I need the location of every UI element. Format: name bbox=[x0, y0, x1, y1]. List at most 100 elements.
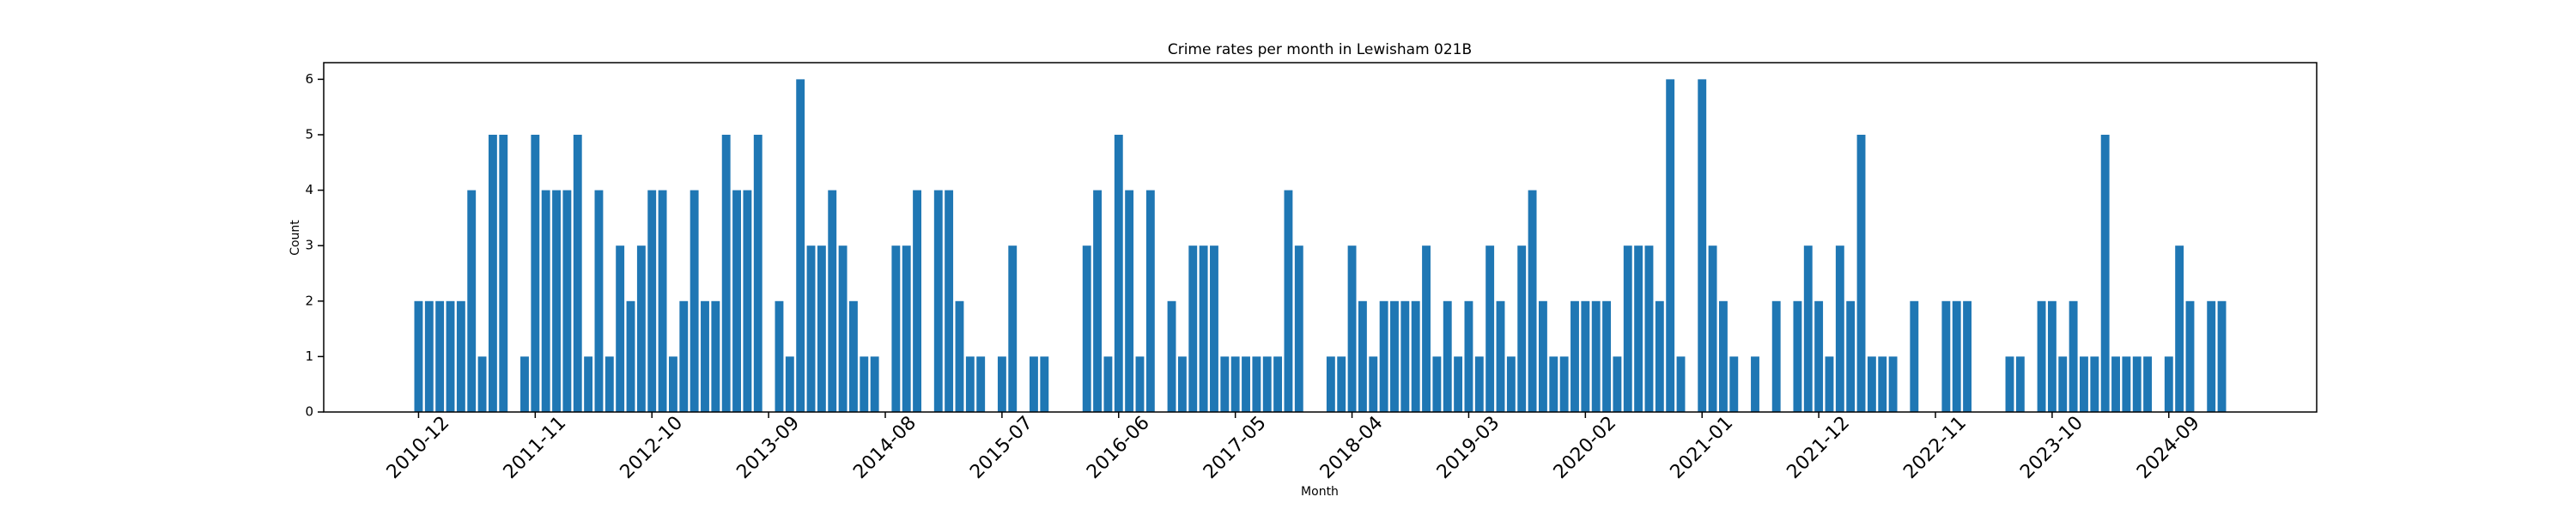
bar bbox=[1878, 356, 1887, 412]
bar bbox=[2090, 356, 2099, 412]
bar bbox=[1655, 300, 1664, 412]
bar bbox=[1242, 356, 1250, 412]
bar bbox=[573, 134, 582, 412]
bar bbox=[1708, 245, 1717, 412]
bar bbox=[2037, 300, 2046, 412]
bar bbox=[1422, 245, 1431, 412]
bar bbox=[1825, 356, 1834, 412]
x-tick-label: 2017-05 bbox=[1200, 412, 1271, 483]
bar bbox=[594, 190, 604, 413]
bar bbox=[1230, 356, 1240, 412]
bar bbox=[1803, 245, 1813, 412]
bar bbox=[690, 190, 699, 413]
bar bbox=[2185, 300, 2195, 412]
x-tick-label: 2013-09 bbox=[732, 412, 804, 483]
bar bbox=[424, 300, 434, 412]
x-tick-label: 2015-07 bbox=[966, 412, 1037, 483]
bar bbox=[1538, 300, 1547, 412]
bar bbox=[1506, 356, 1516, 412]
bar bbox=[1623, 245, 1632, 412]
y-tick-label: 0 bbox=[305, 404, 313, 420]
bar bbox=[1030, 356, 1038, 412]
bar bbox=[785, 356, 794, 412]
x-tick-label: 2023-10 bbox=[2016, 412, 2087, 483]
bar bbox=[1634, 245, 1643, 412]
bar bbox=[1252, 356, 1261, 412]
y-tick-label: 4 bbox=[305, 182, 313, 197]
bar bbox=[435, 300, 445, 412]
bar bbox=[2015, 356, 2025, 412]
bar bbox=[562, 190, 572, 413]
bar bbox=[1040, 356, 1049, 412]
bar bbox=[1008, 245, 1018, 412]
bar bbox=[1464, 300, 1473, 412]
bar bbox=[1210, 245, 1218, 412]
x-tick-label: 2010-12 bbox=[383, 412, 454, 483]
bar bbox=[1644, 245, 1654, 412]
bar bbox=[1337, 356, 1346, 412]
bar bbox=[1846, 300, 1856, 412]
bar bbox=[605, 356, 614, 412]
bar bbox=[1167, 300, 1176, 412]
bar bbox=[1729, 356, 1739, 412]
bar bbox=[467, 190, 477, 413]
bar bbox=[902, 245, 911, 412]
bar bbox=[891, 245, 901, 412]
bar bbox=[1559, 356, 1569, 412]
bar bbox=[446, 300, 455, 412]
bar bbox=[1517, 245, 1527, 412]
bar bbox=[721, 134, 731, 412]
bar bbox=[945, 190, 954, 413]
x-tick-label: 2012-10 bbox=[617, 412, 688, 483]
bar bbox=[2217, 300, 2227, 412]
bar bbox=[1591, 300, 1601, 412]
bar bbox=[1952, 300, 1961, 412]
bar bbox=[976, 356, 986, 412]
bar bbox=[817, 245, 826, 412]
bar bbox=[1135, 356, 1145, 412]
bar bbox=[1571, 300, 1579, 412]
bar bbox=[1145, 190, 1155, 413]
bar bbox=[1698, 79, 1707, 412]
bar bbox=[1411, 300, 1420, 412]
x-tick-label: 2022-11 bbox=[1899, 412, 1971, 483]
bar bbox=[1284, 190, 1293, 413]
bar bbox=[2122, 356, 2131, 412]
bar bbox=[668, 356, 677, 412]
bar bbox=[997, 356, 1006, 412]
bar bbox=[1771, 300, 1781, 412]
y-tick-label: 3 bbox=[305, 238, 313, 253]
y-axis-label: Count bbox=[289, 220, 302, 256]
bar bbox=[488, 134, 497, 412]
bar bbox=[1400, 300, 1410, 412]
bar bbox=[1581, 300, 1590, 412]
bar bbox=[1963, 300, 1972, 412]
x-tick-label: 2021-01 bbox=[1667, 412, 1738, 483]
bar bbox=[1093, 190, 1103, 413]
bar bbox=[1262, 356, 1272, 412]
bar bbox=[658, 190, 667, 413]
bar bbox=[2111, 356, 2120, 412]
bar bbox=[933, 190, 943, 413]
x-tick-label: 2014-08 bbox=[849, 412, 920, 483]
bar bbox=[1220, 356, 1230, 412]
bar bbox=[711, 300, 720, 412]
bar bbox=[1114, 134, 1123, 412]
bar bbox=[1666, 79, 1675, 412]
bar bbox=[796, 79, 805, 412]
bar bbox=[1910, 300, 1919, 412]
bar bbox=[584, 356, 593, 412]
bar bbox=[732, 190, 741, 413]
bar bbox=[701, 300, 709, 412]
bar bbox=[2058, 356, 2068, 412]
bar bbox=[1888, 356, 1898, 412]
x-tick-label: 2011-11 bbox=[500, 412, 571, 483]
bar bbox=[2069, 300, 2078, 412]
bar bbox=[1793, 300, 1802, 412]
bar bbox=[1294, 245, 1303, 412]
bar bbox=[477, 356, 487, 412]
bar bbox=[1125, 190, 1134, 413]
bar bbox=[1390, 300, 1399, 412]
bar bbox=[1676, 356, 1686, 412]
bar bbox=[1613, 356, 1622, 412]
